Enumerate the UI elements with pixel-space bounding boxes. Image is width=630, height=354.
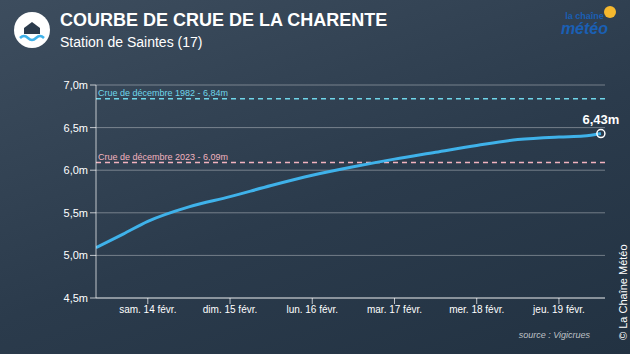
html-text:© La Chaîne Météo: © La Chaîne Météo [617,244,629,340]
svg-text:6,43m: 6,43m [582,112,619,127]
html-text:la chaîne: la chaîne [565,11,604,21]
svg-text:mer. 18 févr.: mer. 18 févr. [449,304,504,315]
svg-text:5,0m: 5,0m [64,249,88,261]
svg-text:jeu. 19 févr.: jeu. 19 févr. [532,304,585,315]
svg-text:7,0m: 7,0m [64,79,88,91]
html-text:source : Vigicrues: source : Vigicrues [518,330,590,340]
svg-text:5,5m: 5,5m [64,207,88,219]
svg-text:Crue de décembre 2023 - 6,09m: Crue de décembre 2023 - 6,09m [98,152,228,162]
svg-text:sam. 14 févr.: sam. 14 févr. [119,304,176,315]
svg-text:4,5m: 4,5m [64,292,88,304]
html-text:Station de Saintes (17): Station de Saintes (17) [60,34,203,50]
svg-text:6,5m: 6,5m [64,122,88,134]
svg-text:dim. 15 févr.: dim. 15 févr. [203,304,257,315]
svg-text:6,0m: 6,0m [64,164,88,176]
html-text:COURBE DE CRUE DE LA CHARENTE: COURBE DE CRUE DE LA CHARENTE [60,10,388,30]
html-text:météo: météo [560,20,608,37]
svg-text:Crue de décembre 1982 - 6,84m: Crue de décembre 1982 - 6,84m [98,88,228,98]
svg-text:mar. 17 févr.: mar. 17 févr. [367,304,422,315]
svg-text:lun. 16 févr.: lun. 16 févr. [286,304,338,315]
